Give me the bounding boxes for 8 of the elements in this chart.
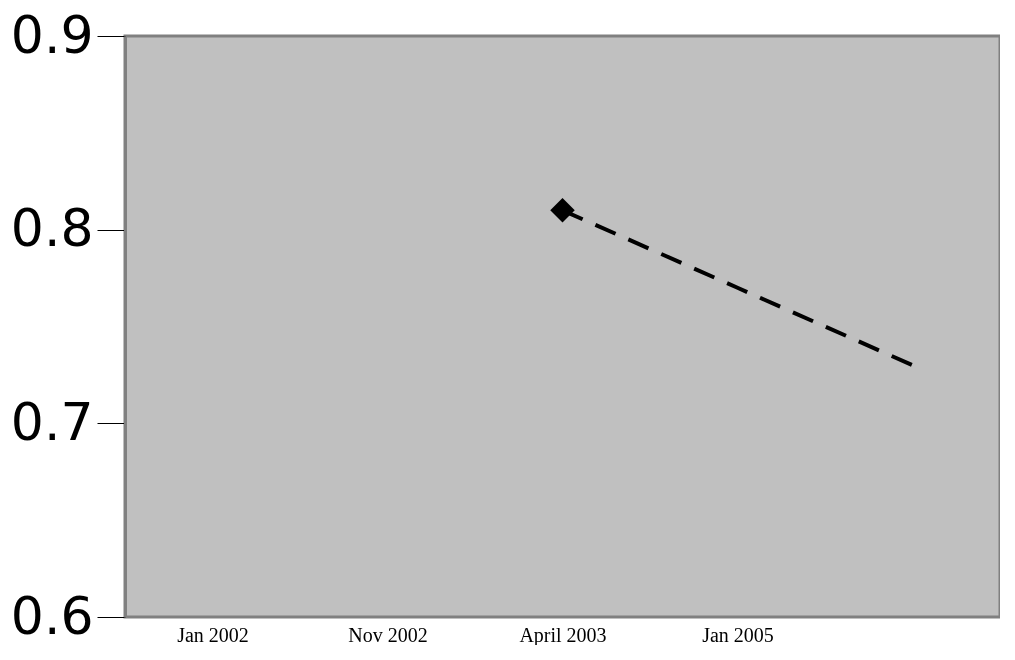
- x-tick-label: Nov 2002: [348, 623, 428, 646]
- x-tick-label: Jan 2002: [177, 623, 249, 646]
- y-tick-label: 0.9: [10, 4, 94, 65]
- y-tick-label: 0.6: [10, 585, 94, 646]
- y-tick-label: 0.7: [10, 391, 94, 452]
- x-tick-label: April 2003: [519, 623, 607, 647]
- y-tick-label: 0.8: [10, 198, 94, 259]
- x-tick-label: Jan 2005: [702, 623, 774, 646]
